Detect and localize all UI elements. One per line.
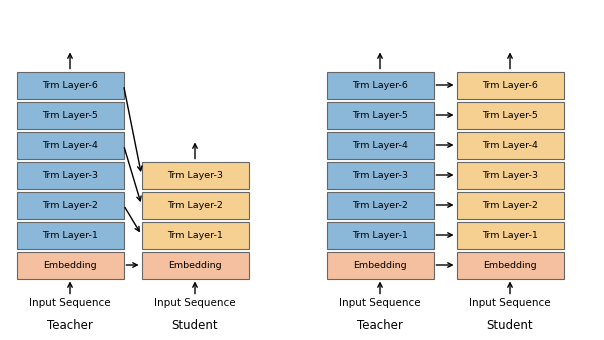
FancyBboxPatch shape — [457, 221, 564, 249]
FancyBboxPatch shape — [141, 191, 248, 219]
Text: Trm Layer-3: Trm Layer-3 — [42, 170, 98, 180]
Text: Trm Layer-3: Trm Layer-3 — [482, 170, 538, 180]
Text: Student: Student — [172, 319, 218, 332]
FancyBboxPatch shape — [457, 102, 564, 129]
Text: Teacher: Teacher — [357, 319, 403, 332]
FancyBboxPatch shape — [141, 221, 248, 249]
FancyBboxPatch shape — [327, 191, 434, 219]
Text: Trm Layer-1: Trm Layer-1 — [352, 231, 408, 239]
Text: Input Sequence: Input Sequence — [469, 299, 551, 308]
FancyBboxPatch shape — [327, 252, 434, 278]
FancyBboxPatch shape — [327, 132, 434, 158]
Text: Trm Layer-3: Trm Layer-3 — [352, 170, 408, 180]
FancyBboxPatch shape — [457, 191, 564, 219]
FancyBboxPatch shape — [327, 221, 434, 249]
Text: Input Sequence: Input Sequence — [339, 299, 421, 308]
FancyBboxPatch shape — [327, 71, 434, 99]
FancyBboxPatch shape — [16, 252, 123, 278]
FancyBboxPatch shape — [457, 132, 564, 158]
FancyBboxPatch shape — [16, 71, 123, 99]
Text: Trm Layer-5: Trm Layer-5 — [482, 110, 538, 119]
Text: Trm Layer-5: Trm Layer-5 — [352, 110, 408, 119]
Text: Trm Layer-1: Trm Layer-1 — [167, 231, 223, 239]
Text: Trm Layer-5: Trm Layer-5 — [42, 110, 98, 119]
Text: Trm Layer-6: Trm Layer-6 — [482, 81, 538, 89]
Text: Trm Layer-6: Trm Layer-6 — [352, 81, 408, 89]
Text: Student: Student — [487, 319, 533, 332]
Text: Trm Layer-2: Trm Layer-2 — [482, 201, 538, 209]
Text: Trm Layer-6: Trm Layer-6 — [42, 81, 98, 89]
FancyBboxPatch shape — [141, 162, 248, 188]
Text: Trm Layer-2: Trm Layer-2 — [167, 201, 223, 209]
Text: Trm Layer-2: Trm Layer-2 — [42, 201, 98, 209]
Text: Trm Layer-4: Trm Layer-4 — [352, 140, 408, 150]
Text: Embedding: Embedding — [483, 260, 537, 270]
Text: Trm Layer-1: Trm Layer-1 — [42, 231, 98, 239]
FancyBboxPatch shape — [327, 102, 434, 129]
Text: Trm Layer-4: Trm Layer-4 — [482, 140, 538, 150]
Text: Input Sequence: Input Sequence — [29, 299, 111, 308]
Text: Trm Layer-1: Trm Layer-1 — [482, 231, 538, 239]
FancyBboxPatch shape — [141, 252, 248, 278]
FancyBboxPatch shape — [327, 162, 434, 188]
FancyBboxPatch shape — [16, 162, 123, 188]
Text: Teacher: Teacher — [47, 319, 93, 332]
Text: Embedding: Embedding — [168, 260, 222, 270]
FancyBboxPatch shape — [16, 102, 123, 129]
Text: Trm Layer-3: Trm Layer-3 — [167, 170, 223, 180]
Text: Embedding: Embedding — [353, 260, 407, 270]
Text: Embedding: Embedding — [43, 260, 97, 270]
Text: Trm Layer-2: Trm Layer-2 — [352, 201, 408, 209]
FancyBboxPatch shape — [16, 191, 123, 219]
Text: Trm Layer-4: Trm Layer-4 — [42, 140, 98, 150]
Text: Input Sequence: Input Sequence — [154, 299, 236, 308]
FancyBboxPatch shape — [16, 132, 123, 158]
FancyBboxPatch shape — [457, 162, 564, 188]
FancyBboxPatch shape — [457, 71, 564, 99]
FancyBboxPatch shape — [16, 221, 123, 249]
FancyBboxPatch shape — [457, 252, 564, 278]
